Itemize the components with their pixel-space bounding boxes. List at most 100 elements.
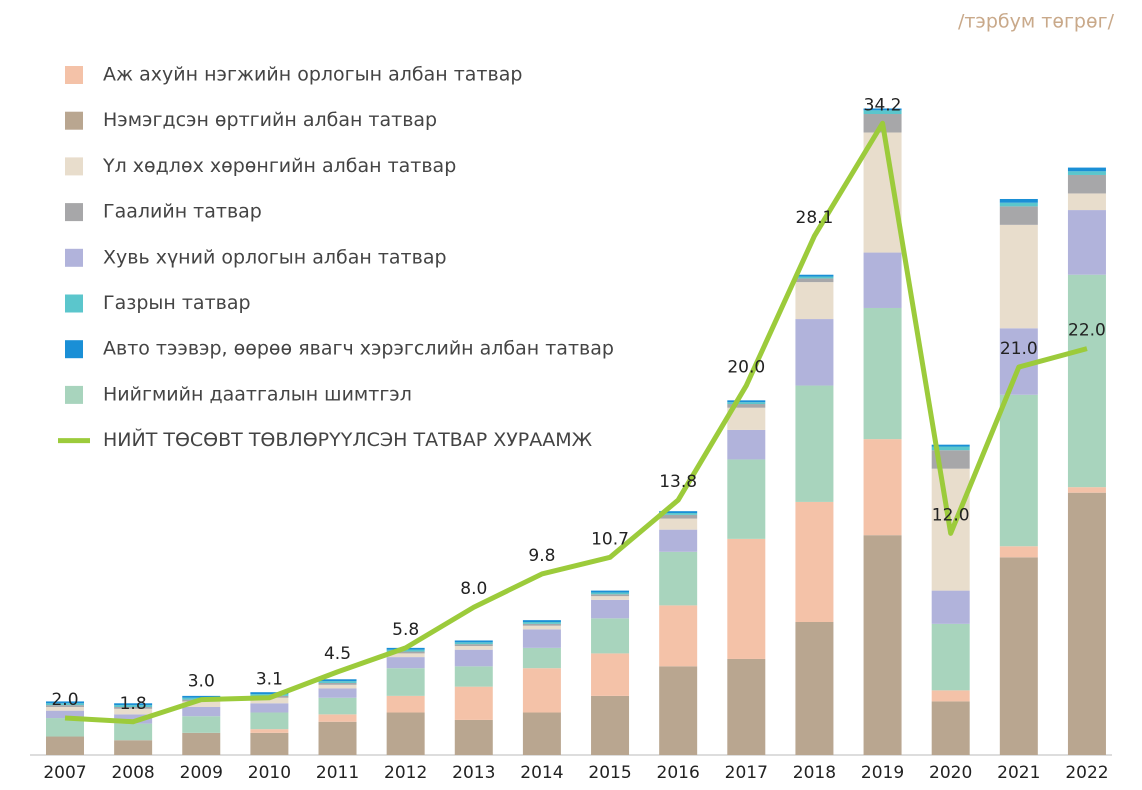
bar-segment — [591, 590, 630, 593]
value-label: 8.0 — [460, 579, 487, 599]
bar-segment — [795, 622, 834, 755]
bar-segment — [659, 529, 698, 552]
bar-segment — [318, 679, 357, 682]
bar-segment — [727, 429, 766, 460]
bar-segment — [659, 666, 698, 755]
value-label: 13.8 — [659, 472, 697, 492]
x-tick-label: 2007 — [43, 763, 86, 783]
bar-segment — [318, 681, 357, 683]
bar-segment — [182, 701, 221, 707]
bar-segment — [522, 620, 561, 622]
bar-segment — [863, 307, 902, 440]
bar-segment — [863, 252, 902, 308]
bar-segment — [46, 710, 84, 719]
bar-segment — [454, 649, 493, 667]
bar-segment — [46, 701, 84, 704]
bar-segment — [318, 721, 357, 755]
bar-segment — [522, 625, 561, 630]
x-tick-label: 2022 — [1065, 763, 1108, 783]
legend-label: Авто тээвэр, өөрөө явагч хэрэгслийн алба… — [103, 338, 614, 360]
bar-segment — [1067, 492, 1106, 755]
bar-segment — [114, 740, 153, 755]
bar-segment — [522, 622, 561, 624]
bar-segment — [795, 278, 834, 283]
bar-segment — [999, 198, 1038, 203]
x-tick-label: 2017 — [725, 763, 768, 783]
bar-segment — [795, 274, 834, 277]
bar-segment — [46, 703, 84, 706]
value-label: 21.0 — [1000, 339, 1038, 359]
bar-segment — [250, 692, 289, 695]
bar-segment — [659, 511, 698, 514]
value-label: 3.1 — [256, 670, 283, 690]
value-label: 22.0 — [1068, 321, 1106, 341]
bar-segment — [318, 684, 357, 689]
bar-segment — [454, 644, 493, 647]
x-tick-label: 2019 — [861, 763, 904, 783]
value-label: 5.8 — [392, 620, 419, 640]
bar-segment — [522, 623, 561, 626]
x-tick-label: 2015 — [588, 763, 631, 783]
bar-segment — [1067, 487, 1106, 493]
bar-segment — [46, 718, 84, 737]
x-tick-label: 2008 — [111, 763, 154, 783]
value-label: 2.0 — [51, 690, 78, 710]
bar-segment — [999, 546, 1038, 558]
x-tick-label: 2013 — [452, 763, 495, 783]
bar-segment — [931, 444, 970, 447]
bar-segment — [727, 658, 766, 755]
bar-segment — [114, 708, 153, 715]
bar-segment — [659, 605, 698, 667]
bar-segment — [1067, 171, 1106, 175]
bar-segment — [454, 640, 493, 643]
bar-segment — [182, 732, 221, 755]
bar-segment — [318, 682, 357, 685]
bar-segment — [795, 282, 834, 320]
bar-segment — [863, 110, 902, 115]
legend-label: Нийгмийн даатгалын шимтгэл — [103, 383, 412, 405]
bar-segment — [863, 439, 902, 536]
bar-segment — [795, 276, 834, 279]
bar-segment — [999, 557, 1038, 755]
bar-segment — [1067, 193, 1106, 211]
bar-segment — [1067, 274, 1106, 488]
bar-segment — [591, 653, 630, 696]
bar-segment — [659, 518, 698, 530]
value-label: 20.0 — [727, 358, 765, 378]
bar-segment — [999, 206, 1038, 225]
bar-segment — [454, 719, 493, 755]
bar-segment — [114, 723, 153, 741]
bar-segment — [318, 697, 357, 715]
bar-segment — [522, 668, 561, 713]
legend-swatch — [65, 157, 83, 176]
bar-segment — [386, 651, 425, 654]
value-label: 1.8 — [120, 694, 147, 714]
legend-swatch — [65, 340, 83, 359]
bar-segment — [591, 599, 630, 619]
bar-segment — [250, 697, 289, 704]
bar-segment — [454, 686, 493, 720]
x-tick-label: 2016 — [657, 763, 700, 783]
bar-segment — [1067, 210, 1106, 275]
bar-segment — [250, 694, 289, 696]
bar-segment — [386, 668, 425, 696]
legend-swatch — [65, 248, 83, 267]
bar-segment — [931, 623, 970, 691]
legend-label: Үл хөдлөх хөрөнгийн албан татвар — [102, 155, 456, 177]
bar-segment — [999, 394, 1038, 547]
bar-segment — [727, 459, 766, 539]
x-tick-label: 2021 — [997, 763, 1040, 783]
legend-label: Гаалийн татвар — [103, 201, 262, 223]
bar-segment — [46, 706, 84, 711]
bar-segment — [114, 714, 153, 724]
bar-segment — [182, 695, 221, 698]
bar-segment — [931, 446, 970, 451]
bar-segment — [182, 716, 221, 733]
bar-segment — [250, 729, 289, 733]
x-tick-label: 2020 — [929, 763, 972, 783]
bar-segment — [114, 706, 153, 709]
x-tick-label: 2011 — [316, 763, 359, 783]
x-tick-label: 2014 — [520, 763, 563, 783]
bar-segment — [454, 646, 493, 650]
